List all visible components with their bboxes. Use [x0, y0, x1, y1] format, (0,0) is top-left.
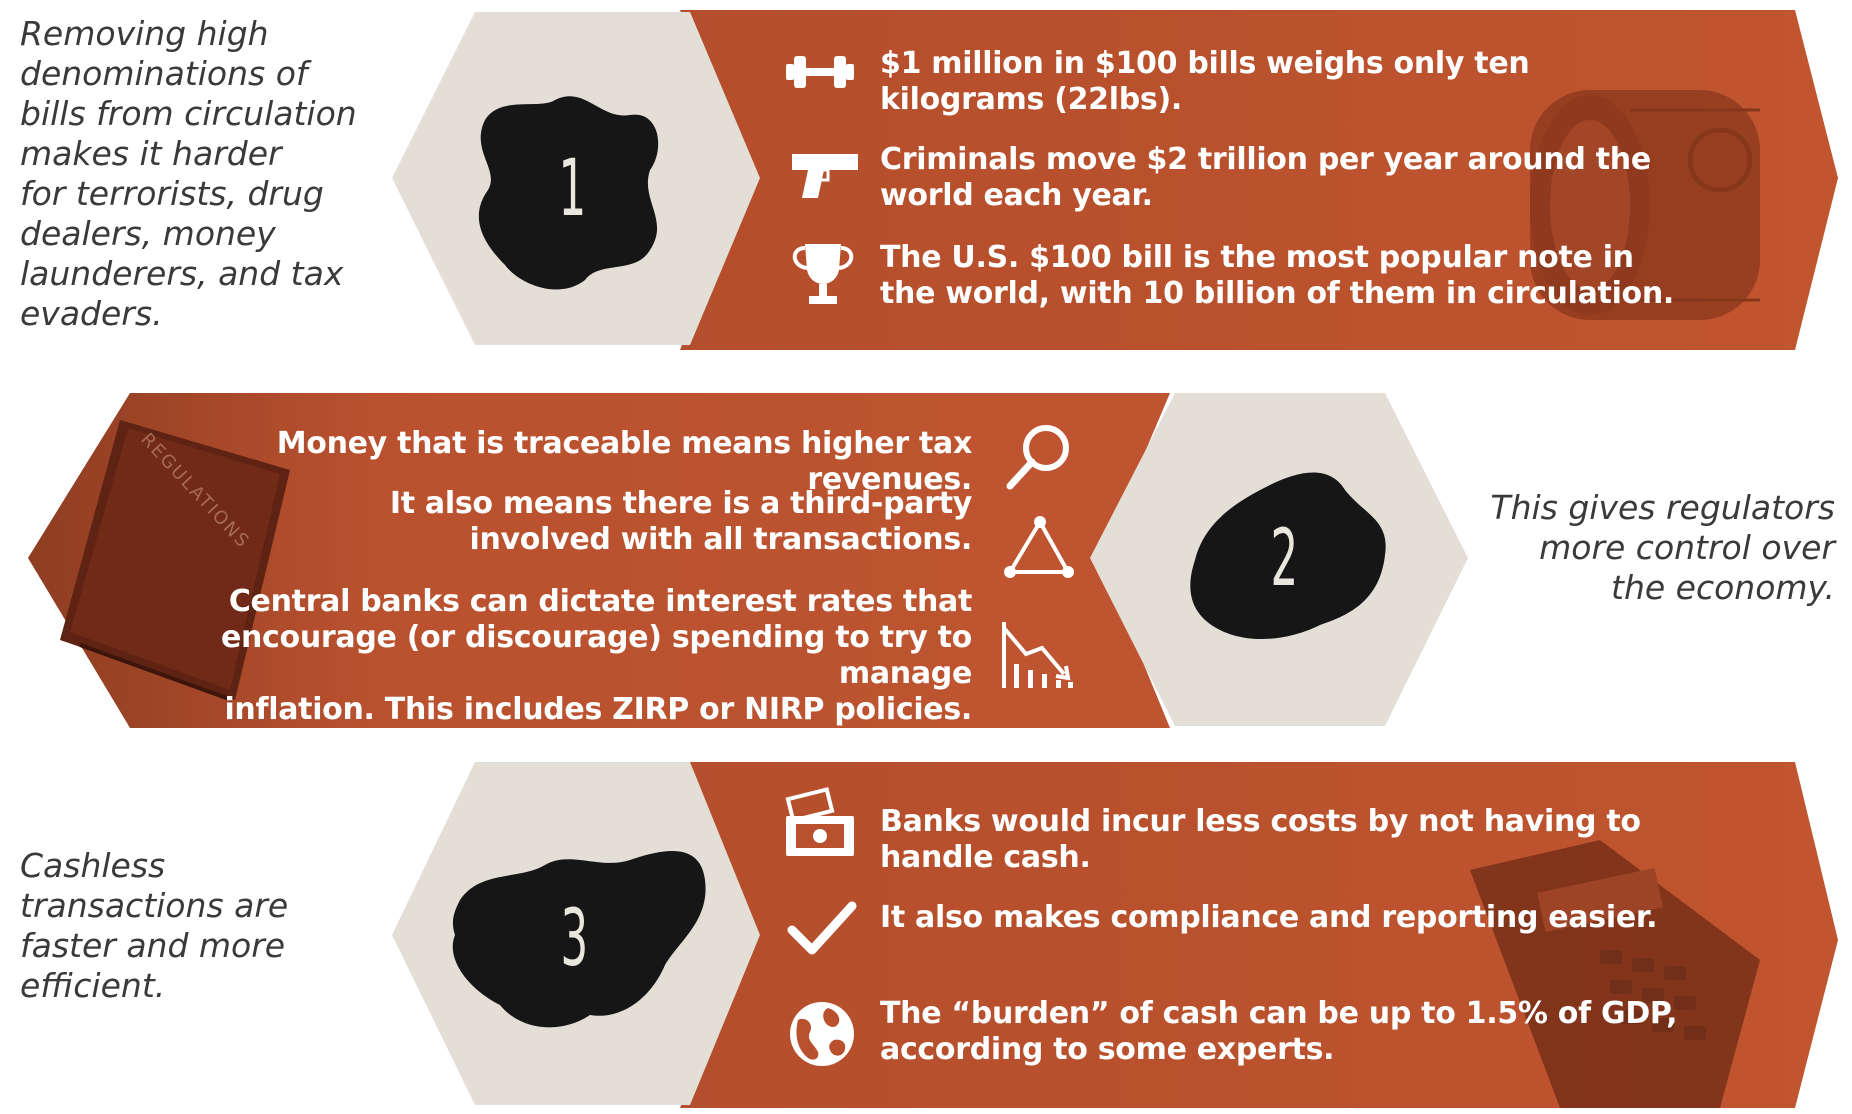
- section1-caption: Removing high denominations of bills fro…: [20, 14, 357, 333]
- section1-ink-blot: [478, 96, 659, 290]
- money-roll-image: [1530, 90, 1760, 320]
- magnifier-icon: [1006, 425, 1069, 490]
- checkmark-icon: [787, 901, 857, 955]
- gun-icon: [792, 154, 858, 198]
- regulations-book-image: REGULATIONS: [60, 420, 290, 702]
- section1-fact-2: Criminals move $2 trillion per year arou…: [880, 142, 1651, 213]
- section2-fact-2: It also means there is a third-party inv…: [389, 486, 972, 557]
- section2-banner: [28, 393, 1170, 728]
- section3-fact-3: The “burden” of cash can be up to 1.5% o…: [880, 996, 1678, 1067]
- section3-ink-blot: [452, 851, 706, 1028]
- card-terminal-image: [1470, 840, 1760, 1108]
- network-icon: [1004, 516, 1074, 578]
- section2-caption: This gives regulators more control over …: [1490, 488, 1835, 607]
- section3-number: 3: [560, 894, 589, 984]
- section2-fact-3: Central banks can dictate interest rates…: [220, 584, 972, 727]
- section1-number: 1: [558, 144, 587, 234]
- section1-fact-3: The U.S. $100 bill is the most popular n…: [880, 240, 1675, 311]
- dumbbell-icon: [786, 56, 854, 88]
- section3-fact-1: Banks would incur less costs by not havi…: [880, 804, 1641, 875]
- declining-chart-icon: [1002, 622, 1073, 688]
- trophy-icon: [792, 244, 854, 304]
- section2-fact-1: Money that is traceable means higher tax…: [276, 426, 973, 497]
- globe-icon: [790, 1002, 854, 1066]
- section3-caption: Cashless transactions are faster and mor…: [20, 846, 289, 1005]
- section1-fact-1: $1 million in $100 bills weighs only ten…: [880, 46, 1530, 117]
- section2-number: 2: [1270, 514, 1299, 604]
- section3-fact-2: It also makes compliance and reporting e…: [880, 900, 1658, 935]
- cash-register-icon: [785, 787, 854, 856]
- section2-ink-blot: [1190, 472, 1386, 640]
